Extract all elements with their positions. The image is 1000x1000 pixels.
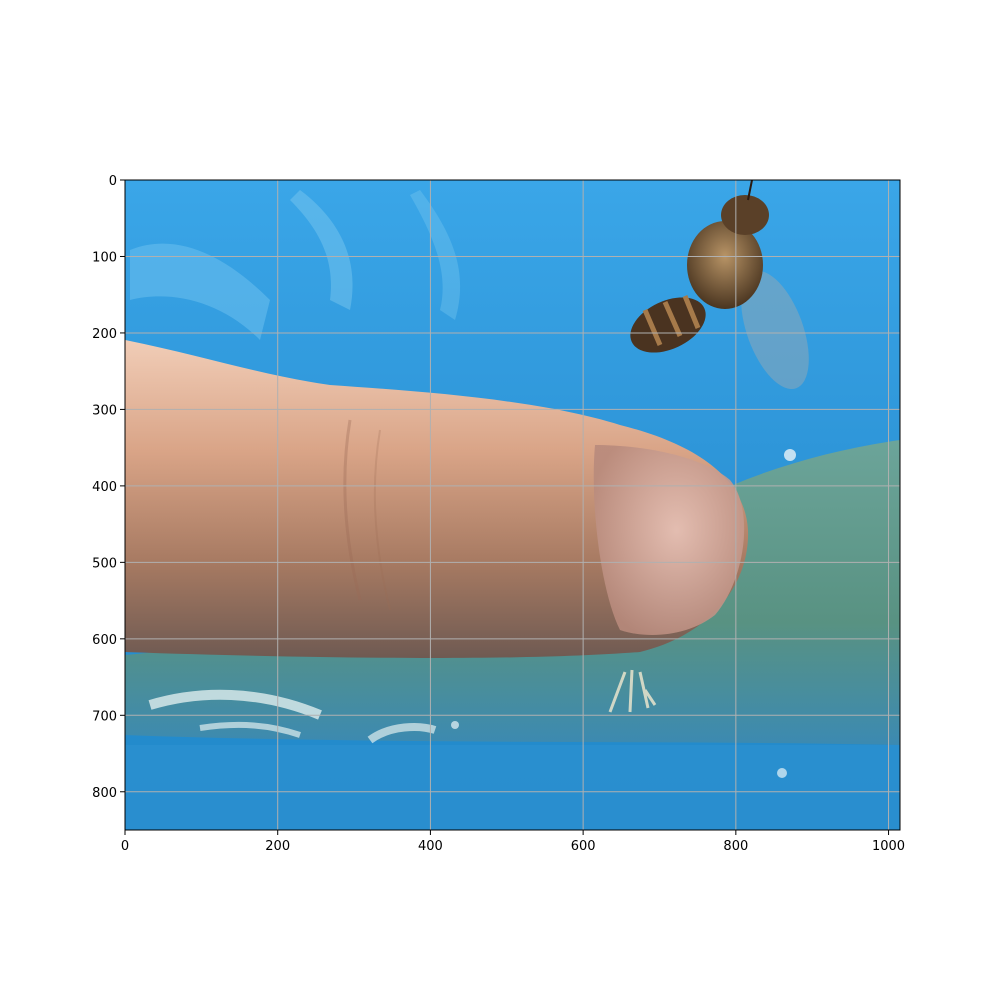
surface-reflection xyxy=(290,190,353,310)
gridlines xyxy=(124,179,900,830)
y-tick-label: 500 xyxy=(92,556,117,571)
skin-crease xyxy=(343,419,362,601)
x-tick-label: 0 xyxy=(121,839,129,854)
y-axis: 0 100 200 300 400 500 600 700 800 xyxy=(92,174,125,801)
lower-surface xyxy=(125,745,900,830)
y-tick-label: 300 xyxy=(92,403,117,418)
y-tick-label: 800 xyxy=(92,786,117,801)
bee-wing xyxy=(741,270,809,390)
x-axis: 0 200 400 600 800 1000 xyxy=(121,830,905,854)
skin-crease xyxy=(373,429,391,611)
droplet xyxy=(451,721,459,729)
surface-reflection xyxy=(130,243,270,340)
x-tick-label: 400 xyxy=(418,839,443,854)
x-tick-label: 600 xyxy=(571,839,596,854)
surface-reflection xyxy=(410,190,461,320)
x-tick-label: 800 xyxy=(723,839,748,854)
y-tick-label: 200 xyxy=(92,327,117,342)
droplet xyxy=(784,449,796,461)
x-tick-label: 1000 xyxy=(872,839,905,854)
droplet xyxy=(777,768,787,778)
y-tick-label: 100 xyxy=(92,250,117,265)
bee-head xyxy=(721,195,769,235)
photo-content xyxy=(125,180,900,830)
water-highlight xyxy=(199,721,301,738)
fingernail xyxy=(593,445,745,635)
plot-frame xyxy=(124,179,901,831)
y-tick-label: 0 xyxy=(109,174,117,189)
bee-antenna xyxy=(747,180,753,201)
y-tick-label: 600 xyxy=(92,633,117,648)
light-sparkle xyxy=(608,669,657,713)
bee-stripes xyxy=(642,295,701,346)
bee-abdomen xyxy=(630,297,706,353)
water-highlight xyxy=(148,689,322,720)
y-tick-label: 700 xyxy=(92,709,117,724)
honeybee xyxy=(630,180,809,390)
bee-thorax xyxy=(687,221,763,309)
y-tick-label: 400 xyxy=(92,480,117,495)
fingertip xyxy=(125,340,749,658)
x-tick-label: 200 xyxy=(265,839,290,854)
